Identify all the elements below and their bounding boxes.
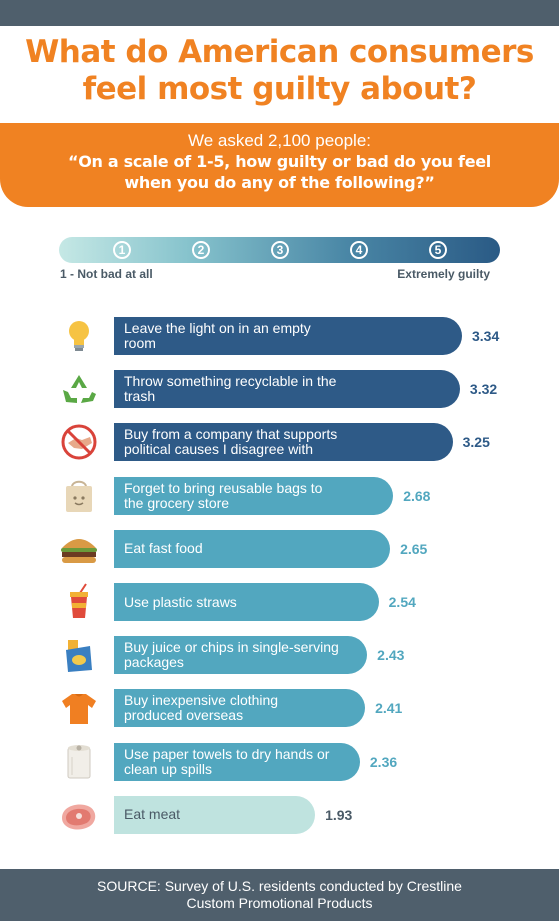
bar-row: Throw something recyclable in the trash: [114, 370, 460, 409]
question-line-1: “On a scale of 1-5, how guilty or bad do…: [67, 152, 491, 171]
bar-value: 1.93: [325, 806, 353, 823]
title-line-2: feel most guilty about?: [82, 71, 477, 107]
bar-label-line: Throw something recyclable in the: [124, 373, 337, 390]
bar-label: Buy juice or chips in single-serving pack…: [124, 640, 339, 670]
bar-value: 3.34: [472, 328, 500, 344]
bar-label: Leave the light on in an empty room: [124, 321, 311, 351]
bar-value: 2.68: [403, 487, 431, 504]
scale-number-2: 2: [192, 241, 210, 259]
bar-label-line: the grocery store: [124, 494, 230, 511]
bar-row: Eat meat: [114, 795, 316, 834]
bar-label-line: Buy juice or chips in single-serving: [124, 639, 339, 656]
tshirt-icon: [62, 694, 96, 725]
bar-label-line: packages: [124, 654, 184, 671]
bar-label-line: Eat fast food: [124, 540, 203, 557]
bar-row: Buy inexpensive clothing produced oversea…: [114, 689, 366, 728]
bar-label-line: trash: [124, 388, 156, 405]
bar-row: Eat fast food: [114, 529, 391, 568]
scale-bar: 1 2 3 4 5: [59, 237, 500, 263]
bar-label: Throw something recyclable in the trash: [124, 374, 336, 404]
bar-label: Eat fast food: [124, 541, 203, 556]
bar-label: Use plastic straws: [124, 593, 237, 610]
bar-label: Buy inexpensive clothing produced oversea…: [124, 693, 278, 723]
bar-value: 3.32: [469, 381, 498, 398]
bar-row: Buy from a company that supports politica…: [114, 423, 453, 462]
bar-label-line: Forget to bring reusable bags to: [124, 479, 323, 496]
bar-label-line: Leave the light on in an empty: [124, 320, 311, 336]
bar-label-line: Use paper towels to dry hands or: [124, 745, 330, 762]
bar-value: 2.41: [375, 700, 403, 717]
scale-number-3: 3: [271, 241, 289, 259]
bar-row: Use paper towels to dry hands or clean up…: [114, 742, 360, 781]
bar-value: 2.36: [369, 753, 398, 770]
bar-label: Buy from a company that supports politica…: [124, 427, 337, 457]
bar-row: Buy juice or chips in single-serving pack…: [114, 636, 368, 675]
footer-line-1: SOURCE: Survey of U.S. residents conduct…: [97, 878, 462, 894]
burger-icon: [61, 538, 97, 563]
bar-label-line: Buy inexpensive clothing: [124, 692, 279, 709]
bar-value: 3.25: [462, 434, 490, 451]
scale-number-4: 4: [350, 241, 368, 259]
page-title: What do American consumers feel most gui…: [0, 34, 559, 108]
bar-label-line: produced overseas: [124, 707, 244, 724]
bar-label: Use paper towels to dry hands or clean up…: [124, 745, 330, 777]
bar-label-line: Eat meat: [124, 806, 181, 823]
top-bar: [0, 0, 559, 26]
straw-cup-icon: [70, 583, 88, 618]
scale-number-1: 1: [113, 241, 131, 259]
question-text: “On a scale of 1-5, how guilty or bad do…: [0, 151, 559, 193]
scale-max-label: Extremely guilty: [397, 267, 490, 281]
question-intro: We asked 2,100 people:: [187, 131, 372, 150]
scale-min-label: 1 - Not bad at all: [60, 267, 153, 281]
title-line-1: What do American consumers: [25, 34, 534, 70]
recycle-icon: [63, 375, 96, 404]
no-handshake-icon: [61, 424, 97, 460]
bar-label: Eat meat: [124, 807, 180, 822]
paper-towel-icon: [67, 744, 91, 779]
bar-value: 2.43: [377, 647, 405, 664]
bar-label-line: room: [124, 335, 156, 351]
bar-value: 2.54: [388, 594, 416, 610]
bar-label-line: Buy from a company that supports: [124, 426, 338, 443]
bar-row: Leave the light on in an empty room: [114, 317, 462, 355]
source-footer: SOURCE: Survey of U.S. residents conduct…: [0, 869, 559, 921]
bar-label-line: clean up spills: [124, 760, 212, 777]
bar-label: Forget to bring reusable bags to the groc…: [124, 479, 323, 511]
reusable-bag-icon: [66, 480, 92, 512]
lightbulb-icon: [69, 321, 89, 351]
steak-icon: [62, 804, 96, 830]
footer-line-2: Custom Promotional Products: [186, 895, 373, 911]
bar-value: 2.65: [400, 540, 428, 557]
question-banner: We asked 2,100 people: “On a scale of 1-…: [0, 123, 559, 207]
bar-label-line: political causes I disagree with: [124, 441, 314, 458]
bar-row: Use plastic straws: [114, 583, 379, 621]
question-line-2: when you do any of the following?”: [124, 173, 435, 192]
bar-label-line: Use plastic straws: [124, 593, 237, 610]
snack-pack-icon: [66, 640, 92, 673]
bar-row: Forget to bring reusable bags to the groc…: [114, 476, 394, 515]
scale-number-5: 5: [429, 241, 447, 259]
